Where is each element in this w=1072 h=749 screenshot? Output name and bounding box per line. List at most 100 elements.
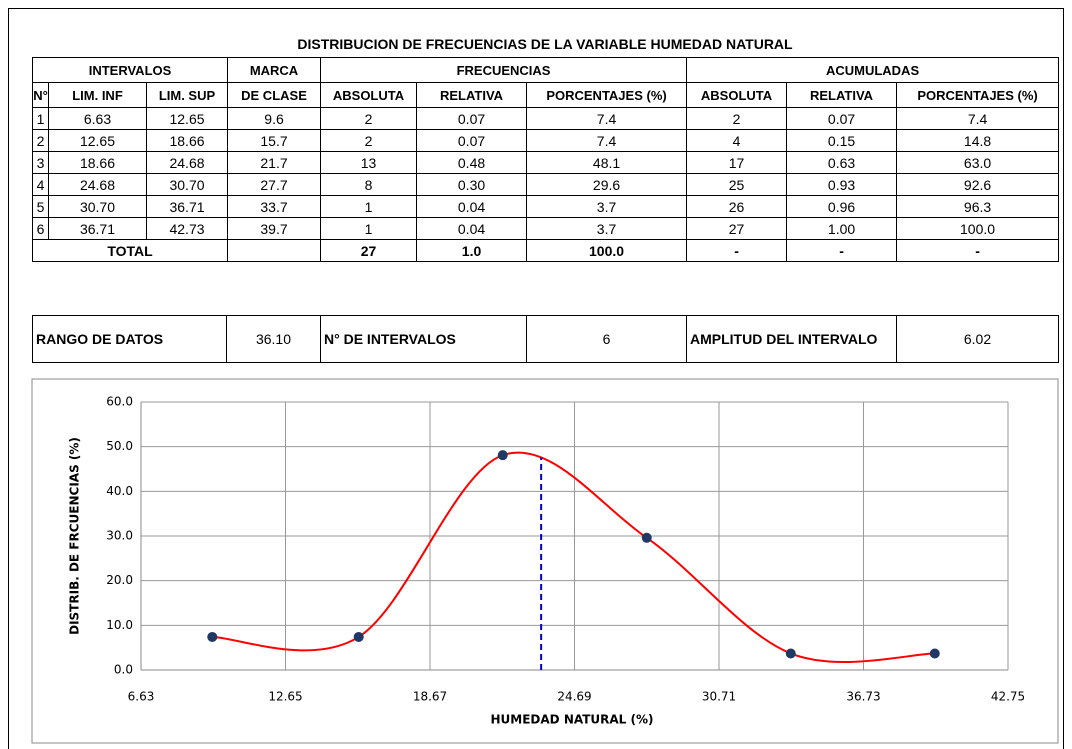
table-cell: ABSOLUTA — [686, 82, 788, 108]
table-cell: - — [896, 239, 1060, 262]
table-cell — [227, 239, 322, 262]
table-cell: 0.48 — [416, 151, 528, 174]
table-cell: 21.7 — [227, 151, 322, 174]
y-tick-label: 0.0 — [114, 663, 133, 677]
table-cell: 9.6 — [227, 107, 322, 130]
x-tick-label: 6.63 — [128, 690, 155, 704]
table-cell: 13 — [320, 151, 418, 174]
table-cell: 39.7 — [227, 217, 322, 240]
table-cell: 4 — [32, 173, 49, 196]
table-cell: LIM. INF — [48, 82, 147, 108]
table-cell: 0.04 — [416, 195, 528, 218]
table-cell: 12.65 — [145, 107, 229, 130]
table-cell: 0.15 — [786, 129, 898, 152]
table-cell: LIM. SUP — [145, 82, 229, 108]
table-row: INTERVALOS MARCA FRECUENCIAS ACUMULADAS — [31, 57, 1060, 83]
table-cell: - — [786, 239, 898, 262]
table-cell: 96.3 — [896, 195, 1060, 218]
table-cell: 63.0 — [896, 151, 1060, 174]
table-cell: 92.6 — [896, 173, 1060, 196]
table-row: 2 12.65 18.66 15.7 2 0.07 7.4 4 0.15 14.8 — [32, 129, 1060, 152]
y-tick-label: 10.0 — [106, 618, 133, 632]
table-cell: 30.70 — [48, 195, 147, 218]
x-tick-label: 30.71 — [702, 690, 736, 704]
table-cell: 29.6 — [526, 173, 688, 196]
table-cell: 0.07 — [786, 107, 898, 130]
table-cell: 48.1 — [526, 151, 688, 174]
table-cell: 36.10 — [226, 315, 321, 363]
data-point — [785, 648, 796, 659]
table-cell: PORCENTAJES (%) — [526, 82, 688, 108]
table-cell: 25 — [686, 173, 788, 196]
data-point — [641, 532, 652, 543]
x-axis-title: HUMEDAD NATURAL (%) — [491, 713, 654, 727]
table-row: 5 30.70 36.71 33.7 1 0.04 3.7 26 0.96 96.3 — [32, 195, 1060, 218]
table-cell: 3 — [32, 151, 49, 174]
table-cell: 0.93 — [786, 173, 898, 196]
data-line — [212, 451, 935, 664]
table-cell: 18.66 — [145, 129, 229, 152]
table-cell: 6 — [526, 315, 687, 363]
table-cell: 18.66 — [48, 151, 147, 174]
table-cell: DE CLASE — [227, 82, 322, 108]
x-tick-label: 24.69 — [557, 690, 591, 704]
table-row: RANGO DE DATOS 36.10 N° DE INTERVALOS 6 AMPL… — [32, 315, 1059, 363]
table-cell: 6.02 — [896, 315, 1059, 363]
table-cell: N° — [32, 82, 49, 108]
table-cell: 27 — [686, 217, 788, 240]
table-cell: 7.4 — [526, 129, 688, 152]
table-cell: 27.7 — [227, 173, 322, 196]
table-cell: 3.7 — [526, 195, 688, 218]
table-cell: 100.0 — [526, 239, 688, 262]
table-cell: 0.63 — [786, 151, 898, 174]
summary-table: RANGO DE DATOS 36.10 N° DE INTERVALOS 6 AMPL… — [32, 315, 1059, 363]
table-cell: RANGO DE DATOS — [32, 315, 227, 363]
table-cell: 2 — [686, 107, 788, 130]
table-cell: PORCENTAJES (%) — [896, 82, 1060, 108]
table-row: N° LIM. INF LIM. SUP DE CLASE ABSOLUTA RELATI… — [32, 82, 1060, 108]
table-cell: 100.0 — [896, 217, 1060, 240]
table-cell: 1 — [320, 195, 418, 218]
x-tick-label: 42.75 — [991, 690, 1025, 704]
table-row: 1 6.63 12.65 9.6 2 0.07 7.4 2 0.07 7.4 — [32, 107, 1060, 130]
frequency-table: INTERVALOS MARCA FRECUENCIAS ACUMULADAS N° LI… — [31, 57, 1060, 262]
table-cell: 0.07 — [416, 107, 528, 130]
table-cell: 36.71 — [145, 195, 229, 218]
table-cell: - — [686, 239, 788, 262]
table-cell: 1.0 — [416, 239, 528, 262]
table-cell: 17 — [686, 151, 788, 174]
y-tick-label: 30.0 — [106, 529, 133, 543]
data-point — [207, 631, 218, 642]
frame — [8, 8, 1064, 749]
table-cell: 0.07 — [416, 129, 528, 152]
table-cell: 33.7 — [227, 195, 322, 218]
table-cell: 0.30 — [416, 173, 528, 196]
table-cell: 6.63 — [48, 107, 147, 130]
table-cell: MARCA — [227, 57, 322, 83]
data-point — [497, 450, 508, 461]
table-row: 3 18.66 24.68 21.7 13 0.48 48.1 17 0.63 63.0 — [32, 151, 1060, 174]
table-cell: 24.68 — [48, 173, 147, 196]
table-cell: 8 — [320, 173, 418, 196]
table-cell: RELATIVA — [416, 82, 528, 108]
table-cell: 36.71 — [48, 217, 147, 240]
table-cell: 12.65 — [48, 129, 147, 152]
table-cell: 26 — [686, 195, 788, 218]
table-cell: 0.96 — [786, 195, 898, 218]
table-cell: 27 — [320, 239, 418, 262]
table-cell: 2 — [32, 129, 49, 152]
table-cell: ACUMULADAS — [686, 57, 1060, 83]
table-cell: 2 — [320, 107, 418, 130]
table-cell: 42.73 — [145, 217, 229, 240]
y-tick-label: 20.0 — [106, 573, 133, 587]
table-cell: 4 — [686, 129, 788, 152]
table-cell: 7.4 — [896, 107, 1060, 130]
table-cell: ABSOLUTA — [320, 82, 418, 108]
table-cell: 3.7 — [526, 217, 688, 240]
table-cell: INTERVALOS — [31, 57, 229, 83]
y-axis-title: DISTRIB. DE FRCUENCIAS (%) — [68, 437, 82, 635]
table-cell: 1 — [320, 217, 418, 240]
table-row: 4 24.68 30.70 27.7 8 0.30 29.6 25 0.93 92.6 — [32, 173, 1060, 196]
